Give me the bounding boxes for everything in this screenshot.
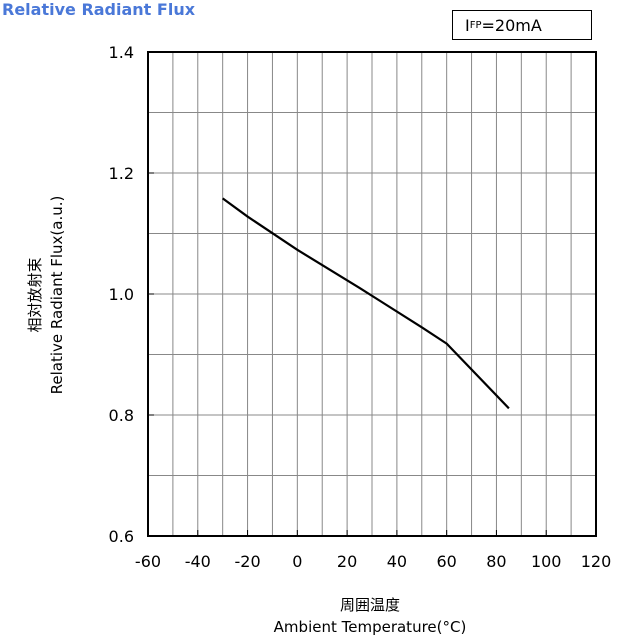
series-line	[222, 197, 510, 410]
y-tick-label: 1.2	[109, 164, 134, 183]
x-tick-label: 120	[581, 552, 612, 571]
x-tick-label: 60	[436, 552, 456, 571]
y-tick-label: 1.4	[109, 43, 134, 62]
condition-subscript: FP	[469, 19, 482, 31]
y-tick-label: 0.6	[109, 527, 134, 546]
x-tick-label: 0	[292, 552, 302, 571]
condition-symbol: I	[465, 15, 470, 35]
x-tick-label: -20	[234, 552, 260, 571]
x-tick-label: 100	[531, 552, 562, 571]
chart-title: Relative Radiant Flux	[2, 0, 196, 19]
y-axis-label-jp: 相対放射束	[26, 257, 44, 333]
x-tick-label: 40	[387, 552, 407, 571]
y-axis-label-en: Relative Radiant Flux(a.u.)	[48, 195, 66, 395]
x-tick-label: -60	[135, 552, 161, 571]
x-axis-label-en: Ambient Temperature(°C)	[273, 618, 467, 636]
x-axis-label-jp: 周囲温度	[339, 596, 400, 614]
x-tick-label: 80	[486, 552, 506, 571]
y-tick-label: 0.8	[109, 406, 134, 425]
y-axis-label: 相対放射束 Relative Radiant Flux(a.u.)	[16, 160, 76, 430]
y-tick-label: 1.0	[109, 285, 134, 304]
x-tick-label: -40	[185, 552, 211, 571]
x-tick-label: 20	[337, 552, 357, 571]
condition-box: I FP =20mA	[452, 10, 592, 40]
condition-value: =20mA	[481, 15, 542, 35]
